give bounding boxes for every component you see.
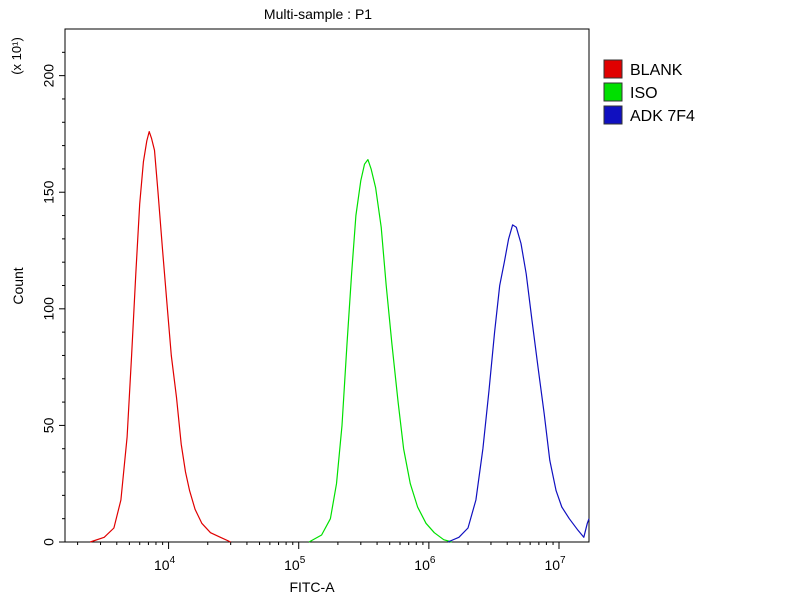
legend-label: BLANK	[630, 62, 683, 79]
x-tick-label: 104	[154, 555, 176, 573]
y-tick-label: 200	[41, 64, 57, 88]
chart-title: Multi-sample : P1	[264, 6, 372, 22]
x-axis-label: FITC-A	[289, 579, 335, 595]
y-multiplier-label: (x 10¹)	[9, 37, 24, 75]
x-axis-ticks: 104 105 106 107	[77, 542, 566, 573]
y-tick-label: 100	[41, 297, 57, 321]
y-tick-label: 0	[41, 538, 57, 546]
y-axis-ticks: 0 50 100 150 200	[41, 51, 65, 546]
legend-swatch	[603, 59, 623, 79]
y-tick-label: 50	[41, 417, 57, 433]
x-tick-label: 105	[284, 555, 306, 573]
series-line-iso	[308, 159, 452, 543]
x-tick-label: 106	[414, 555, 436, 573]
legend: BLANK ISO ADK 7F4	[603, 59, 695, 125]
legend-label: ADK 7F4	[630, 108, 695, 125]
series-line-adk-7f4	[447, 224, 590, 543]
y-axis-label: Count	[10, 267, 26, 304]
series-line-blank	[90, 131, 231, 543]
series-layer	[90, 131, 590, 543]
y-tick-label: 150	[41, 180, 57, 204]
legend-swatch	[603, 105, 623, 125]
legend-label: ISO	[630, 85, 658, 102]
plot-frame	[64, 28, 590, 543]
legend-swatch	[603, 82, 623, 102]
x-tick-label: 107	[544, 555, 566, 573]
